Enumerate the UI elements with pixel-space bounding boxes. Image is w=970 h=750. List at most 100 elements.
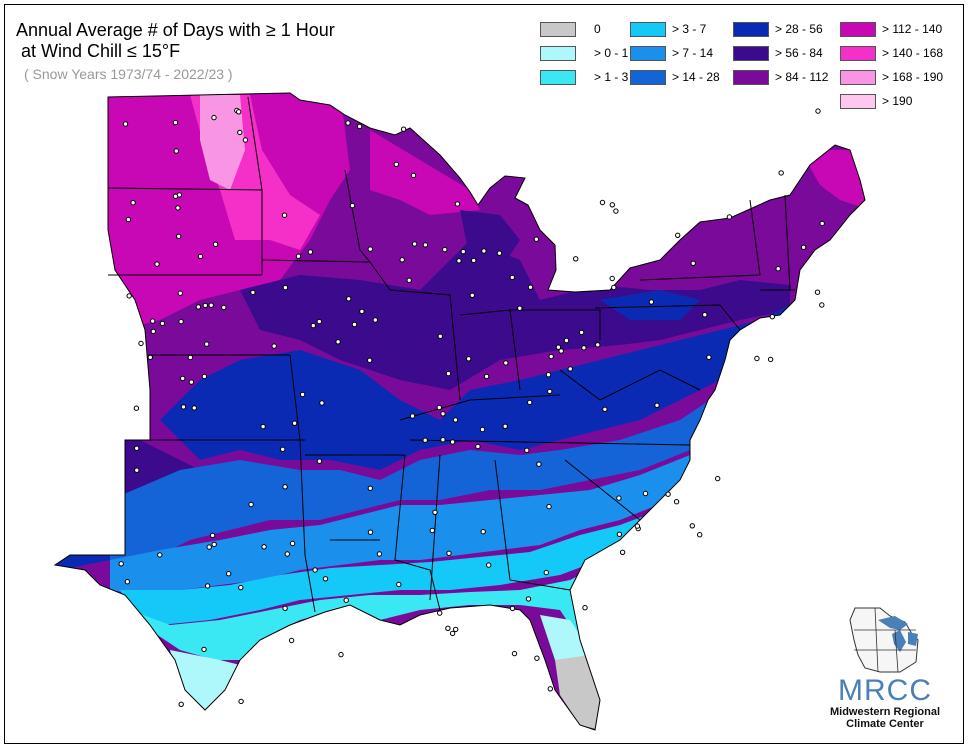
station-dot [393,161,399,168]
station-dot [288,637,295,644]
station-dot [449,630,456,637]
station-dot [437,333,443,339]
station-dot [175,205,181,211]
station-dot [665,491,671,497]
station-dot [238,698,244,705]
station-dot [126,293,132,299]
station-dot [206,544,212,550]
station-dot [316,318,322,325]
station-dot [567,366,573,372]
legend-swatch [733,45,769,61]
station-dot [432,509,438,515]
station-dot [282,284,289,291]
station-dot [422,437,428,443]
station-dot [147,354,154,361]
logo-name-line-1: Midwestern Regional [829,706,941,718]
station-dot [291,420,298,426]
station-dot [582,605,588,611]
legend-swatch [540,69,576,85]
station-dot [527,284,534,290]
legend-label: > 84 - 112 [775,70,829,84]
station-dot [545,372,552,378]
station-dot [178,318,184,325]
legend-swatch [733,21,769,37]
legend-swatch [630,45,666,61]
station-dot [367,246,373,252]
station-dot [376,551,383,557]
station-dot [197,253,204,260]
station-dot [172,193,179,200]
station-dot [236,109,242,115]
station-dot [525,596,532,602]
station-dot [503,360,509,366]
legend-item: > 168 - 190 [840,68,943,86]
station-dot [180,375,186,382]
legend-swatch [630,21,666,37]
station-dot [466,356,472,362]
legend-item: > 14 - 28 [630,68,720,86]
legend-swatch [840,93,876,109]
station-dot [619,549,626,555]
station-dot [479,426,486,433]
station-dot [409,413,416,419]
station-dot [675,232,681,239]
station-markers [118,107,825,707]
station-dot [673,499,680,505]
station-dot [536,461,542,467]
station-dot [211,541,217,548]
station-dot [634,523,641,529]
station-dot [445,625,451,631]
station-dot [343,597,349,603]
legend-item: > 28 - 56 [733,20,823,38]
station-dot [150,318,156,324]
station-dot [471,257,477,264]
station-dot [351,321,358,328]
station-dot [356,123,363,130]
station-dot [133,405,140,411]
legend-item: > 3 - 7 [630,20,706,38]
station-dot [237,129,243,136]
station-dot [609,202,615,208]
station-dot [367,485,373,491]
legend-item: > 0 - 1 [540,44,628,62]
mrcc-logo: MRCC Midwestern Regional Climate Center [820,600,950,730]
station-dot [372,317,378,323]
station-dot [242,137,249,143]
title-line-2: at Wind Chill ≤ 15°F [16,41,181,61]
station-dot [442,246,448,253]
station-dot [440,411,446,417]
station-dot [486,562,492,568]
station-dot [406,277,412,283]
station-dot [211,114,217,121]
station-dot [188,379,195,385]
station-dot [496,250,503,256]
legend-label: > 3 - 7 [672,22,707,36]
station-dot [480,529,486,535]
station-dot [312,567,318,573]
station-dot [248,501,254,508]
station-dot [191,405,198,411]
station-dot [460,248,466,255]
station-dot [204,341,210,347]
station-dot [176,233,182,240]
station-dot [204,583,211,589]
station-dot [654,402,660,408]
station-dot [349,202,356,209]
band-14-28 [110,400,720,560]
band-28-56 [160,300,810,470]
station-dot [367,357,373,363]
legend-label: > 14 - 28 [672,70,720,84]
station-dot [609,275,615,282]
station-dot [201,646,207,653]
legend-item: > 84 - 112 [733,68,828,86]
station-dot [775,266,781,272]
station-dot [599,199,606,206]
station-dot [702,312,708,318]
legend-item: > 7 - 14 [630,44,713,62]
station-dot [271,343,277,349]
station-dot [422,242,429,248]
station-dot [307,249,314,255]
station-dot [533,236,540,242]
station-dot [483,373,490,380]
